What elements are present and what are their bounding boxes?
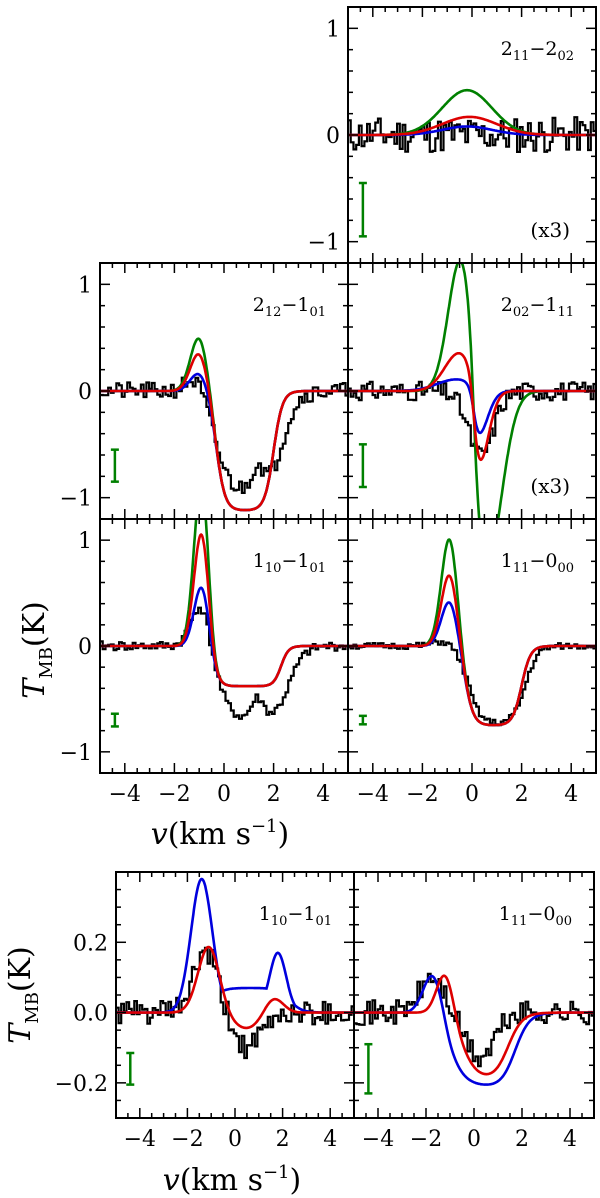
noise-errorbar: [364, 1042, 373, 1095]
y-tick-label: 1: [78, 529, 92, 554]
panel-111-000-upper: −4 −2 0 2 4 111−000: [347, 518, 597, 807]
x-tick-label: −4: [109, 782, 141, 807]
noise-errorbar: [358, 443, 367, 489]
x-tick-label: 4: [564, 782, 578, 807]
observed-spectrum: [348, 116, 596, 153]
x-tick-label: −2: [406, 782, 438, 807]
model-red-line: [348, 574, 596, 727]
y-tick-label: −0.2: [55, 1072, 108, 1097]
noise-errorbar: [358, 181, 367, 238]
model-red-line: [100, 353, 348, 512]
x-tick-label: 0: [465, 782, 479, 807]
transition-label: 110−101: [259, 903, 332, 929]
model-red-line: [348, 352, 596, 462]
x-tick-label: 4: [316, 782, 330, 807]
plot-frame: [115, 871, 355, 1119]
model-blue-line: [100, 586, 348, 688]
x-tick-label: −2: [158, 782, 190, 807]
scale-factor-label: (x3): [530, 474, 570, 498]
y-tick-label: 1: [326, 17, 340, 42]
panel-110-101-lower: −4 −2 0 2 4 −0.2 0.0 0.2 110−101: [55, 871, 355, 1152]
x-tick-label: −2: [410, 1127, 442, 1152]
x-tick-label: 0: [467, 1127, 481, 1152]
y-tick-label: 0.0: [73, 1002, 108, 1027]
observed-spectrum: [100, 376, 348, 494]
transition-label: 111−000: [501, 550, 574, 576]
transition-label: 212−101: [253, 294, 326, 320]
panel-111-000-lower: −4 −2 0 2 4 111−000: [353, 871, 595, 1152]
x-tick-label: 2: [276, 1127, 290, 1152]
model-green-line: [100, 337, 348, 512]
model-red-line: [100, 533, 348, 688]
series-group: [100, 337, 348, 512]
transition-label: 202−111: [501, 294, 574, 320]
observed-spectrum: [348, 380, 596, 453]
y-tick-label: −1: [60, 741, 92, 766]
model-red-line: [354, 974, 594, 1076]
y-tick-label: 1: [78, 273, 92, 298]
observed-spectrum: [100, 606, 348, 720]
observed-spectrum: [354, 972, 594, 1068]
y-tick-label: −1: [308, 231, 340, 256]
x-tick-label: 0: [217, 782, 231, 807]
series-group: [116, 877, 354, 1060]
y-tick-label: 0: [78, 380, 92, 405]
upper-x-axis-title: v(km s−1): [151, 816, 289, 852]
upper-y-axis-title: TMB(K): [17, 601, 57, 699]
noise-errorbar: [126, 1051, 135, 1086]
scale-factor-label: (x3): [530, 218, 570, 242]
series-group: [100, 519, 348, 720]
series-group: [348, 263, 596, 519]
series-group: [348, 88, 596, 153]
model-red-line: [116, 945, 354, 1030]
noise-errorbar: [110, 448, 119, 483]
series-group: [354, 972, 594, 1086]
x-tick-label: −4: [357, 782, 389, 807]
lower-x-axis-title: v(km s−1): [163, 1162, 301, 1198]
panel-202-111: 202−111 (x3): [347, 262, 597, 520]
x-tick-label: 2: [267, 782, 281, 807]
model-red-line: [348, 115, 596, 137]
x-tick-label: 4: [563, 1127, 577, 1152]
x-tick-label: −2: [171, 1127, 203, 1152]
y-tick-label: 0: [78, 635, 92, 660]
model-blue-line: [116, 877, 354, 1014]
y-tick-label: 0: [326, 124, 340, 149]
x-tick-label: 2: [515, 1127, 529, 1152]
noise-errorbar: [110, 712, 119, 728]
y-tick-label: −1: [60, 487, 92, 512]
panel-211-202: −1 0 1 211−202 (x3): [308, 6, 597, 264]
y-tick-label: 0.2: [73, 931, 108, 956]
x-tick-label: −4: [124, 1127, 156, 1152]
transition-label: 111−000: [499, 903, 572, 929]
x-tick-label: 4: [323, 1127, 337, 1152]
panel-212-101: −1 0 1 212−101: [60, 262, 349, 520]
lower-y-axis-title: TMB(K): [3, 946, 43, 1044]
transition-label: 110−101: [253, 550, 326, 576]
x-tick-label: 0: [228, 1127, 242, 1152]
observed-spectrum: [116, 946, 354, 1060]
series-group: [348, 538, 596, 727]
x-tick-label: 2: [515, 782, 529, 807]
x-tick-label: −4: [362, 1127, 394, 1152]
transition-label: 211−202: [501, 38, 574, 64]
noise-errorbar: [358, 714, 367, 726]
panel-110-101-upper: −4 −2 0 2 4 −1 0 1 110−101: [60, 518, 349, 807]
